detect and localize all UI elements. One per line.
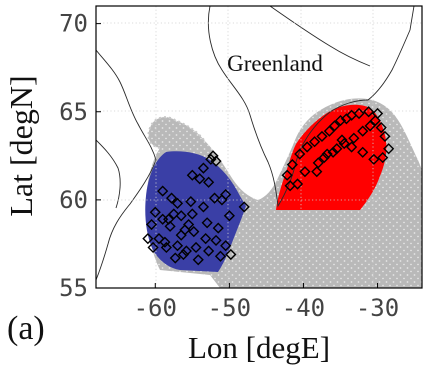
diamond-marker: [375, 122, 387, 134]
x-tick-label: -30: [356, 294, 399, 322]
x-tick-label: -50: [208, 294, 251, 322]
diamond-marker: [175, 229, 187, 241]
diamond-marker: [201, 217, 213, 229]
labrador-coast: [96, 139, 121, 209]
diamond-marker: [212, 222, 224, 234]
diamond-marker: [194, 173, 206, 185]
diamond-marker: [168, 208, 180, 220]
diamond-marker: [334, 114, 347, 127]
diamond-marker: [353, 107, 365, 120]
diamond-marker: [364, 120, 376, 132]
panel-label: (a): [7, 310, 45, 347]
diamond-marker: [157, 213, 169, 225]
y-tick-label: 55: [59, 274, 88, 302]
coastlines: [96, 6, 415, 281]
diamond-marker: [157, 185, 169, 197]
diamond-marker: [340, 113, 353, 125]
diamond-marker: [183, 218, 195, 231]
diamond-marker: [357, 146, 369, 158]
diamond-marker: [369, 114, 381, 127]
diamond-marker: [171, 240, 184, 252]
baffin-coast: [96, 49, 157, 281]
gray-observation-edge: [147, 116, 205, 149]
diamond-marker: [346, 141, 358, 153]
diamond-marker: [147, 241, 159, 254]
diamond-marker: [190, 241, 202, 254]
diamond-marker: [220, 188, 232, 201]
diamond-marker: [210, 234, 222, 247]
diamond-marker: [225, 248, 237, 261]
diamond-marker: [197, 201, 210, 213]
diamond-marker: [186, 169, 198, 181]
diamond-marker: [177, 248, 190, 261]
diamond-marker: [312, 157, 324, 169]
x-axis-label: Lon [degE]: [188, 330, 330, 365]
diamond-marker: [328, 120, 341, 132]
diamond-marker: [186, 208, 198, 220]
diamond-marker: [142, 233, 154, 245]
diamond-marker: [368, 153, 380, 165]
diamond-marker: [338, 137, 350, 150]
diamond-marker: [208, 192, 221, 204]
diamond-marker: [286, 159, 298, 171]
diamond-marker: [197, 162, 210, 174]
diamond-marker: [238, 201, 250, 213]
y-tick-label: 60: [59, 186, 88, 214]
y-tick-label: 65: [59, 98, 88, 126]
diamond-marker: [383, 143, 395, 155]
diamond-marker: [203, 245, 215, 257]
diamond-marker: [145, 218, 158, 231]
plot-area: [95, 5, 423, 289]
diamond-marker: [185, 196, 197, 208]
west-cluster-region: [145, 151, 246, 272]
observation-markers: [142, 106, 395, 266]
diamond-marker: [346, 109, 358, 121]
diamond-marker: [348, 132, 360, 144]
greenland-coast: [207, 6, 415, 208]
diamond-marker: [308, 136, 321, 148]
diamond-marker: [336, 134, 348, 146]
axes-frame: [95, 5, 423, 289]
tick-marks: [96, 23, 379, 289]
diamond-marker: [214, 250, 227, 262]
diamond-marker: [323, 125, 335, 137]
diamond-marker: [160, 241, 172, 254]
diamond-marker: [299, 166, 311, 178]
y-tick-label: 70: [59, 10, 88, 38]
diamond-marker: [294, 148, 306, 160]
diamond-marker: [165, 192, 178, 204]
diamond-marker: [153, 233, 165, 245]
diamond-marker: [192, 254, 204, 266]
diamond-marker: [220, 240, 232, 252]
diamond-marker: [357, 125, 369, 137]
diamond-marker: [291, 178, 304, 190]
diamond-marker: [377, 151, 389, 164]
diamond-marker: [171, 197, 184, 209]
x-tick-label: -40: [282, 294, 325, 322]
diamond-marker: [363, 106, 375, 118]
diamond-marker: [200, 233, 212, 245]
diamond-marker: [188, 226, 200, 238]
diamond-marker: [169, 252, 181, 264]
diamond-marker: [316, 130, 328, 143]
x-tick-label: -60: [134, 294, 177, 322]
diamond-marker: [318, 151, 330, 164]
diamond-marker: [175, 210, 187, 222]
diamond-marker: [301, 141, 313, 153]
diamond-marker: [164, 220, 176, 232]
diamond-marker: [149, 206, 161, 218]
diamond-marker: [281, 169, 293, 181]
region-label: Greenland: [227, 51, 323, 76]
y-axis-label: Lat [degN]: [3, 75, 39, 216]
diamond-marker: [223, 210, 235, 222]
diamond-marker: [203, 176, 215, 188]
diamond-marker: [379, 130, 391, 143]
north-coast: [269, 6, 371, 67]
diamond-marker: [327, 146, 339, 158]
diamond-marker: [207, 150, 219, 162]
diamond-marker: [311, 166, 323, 178]
tick-labels: -60 -50 -40 -30 70 65 60 55: [59, 10, 399, 322]
